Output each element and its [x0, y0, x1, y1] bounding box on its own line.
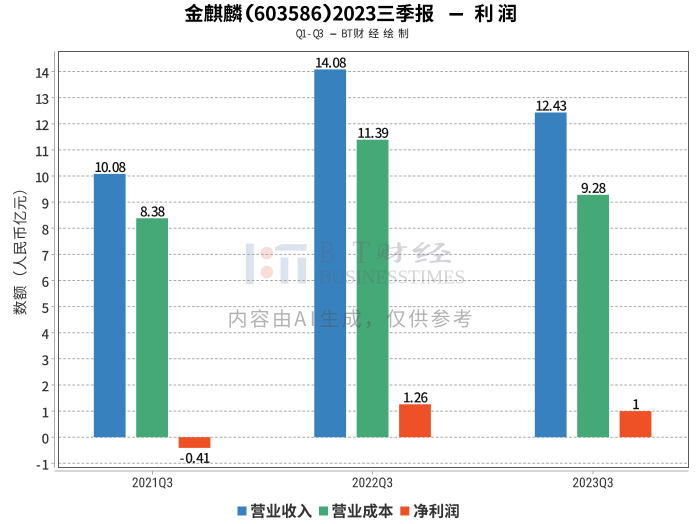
svg-text:T: T	[352, 235, 370, 271]
svg-text:BUSINESSTIMES: BUSINESSTIMES	[318, 268, 465, 289]
svg-text:B: B	[320, 235, 336, 271]
